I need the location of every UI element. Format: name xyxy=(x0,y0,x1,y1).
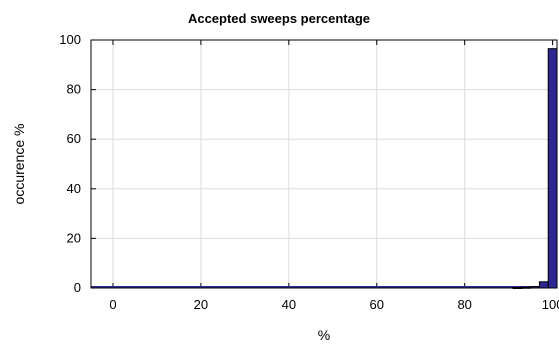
x-tick-label: 40 xyxy=(282,297,296,312)
histogram-bar xyxy=(547,48,558,289)
y-tick-label: 20 xyxy=(67,230,81,245)
plot-frame xyxy=(90,39,558,289)
y-axis-label: occurence % xyxy=(11,124,27,205)
histogram-bar xyxy=(538,281,549,289)
y-tick-label: 60 xyxy=(67,131,81,146)
bars-layer xyxy=(512,48,558,290)
x-tick-label: 80 xyxy=(457,297,471,312)
x-tick-labels: 0 20 40 60 80 100 xyxy=(109,297,559,312)
grid-layer xyxy=(91,39,557,289)
x-tick-label: 60 xyxy=(370,297,384,312)
x-tick-label: 0 xyxy=(109,297,116,312)
x-tick-label: 100 xyxy=(542,297,559,312)
y-tick-labels: 0 20 40 60 80 100 xyxy=(59,32,81,295)
y-tick-label: 100 xyxy=(59,32,81,47)
x-tick-label: 20 xyxy=(194,297,208,312)
y-tick-label: 0 xyxy=(74,280,81,295)
chart-title: Accepted sweeps percentage xyxy=(188,11,370,26)
y-tick-label: 40 xyxy=(67,181,81,196)
x-axis-label: % xyxy=(318,327,330,343)
y-tick-label: 80 xyxy=(67,82,81,97)
